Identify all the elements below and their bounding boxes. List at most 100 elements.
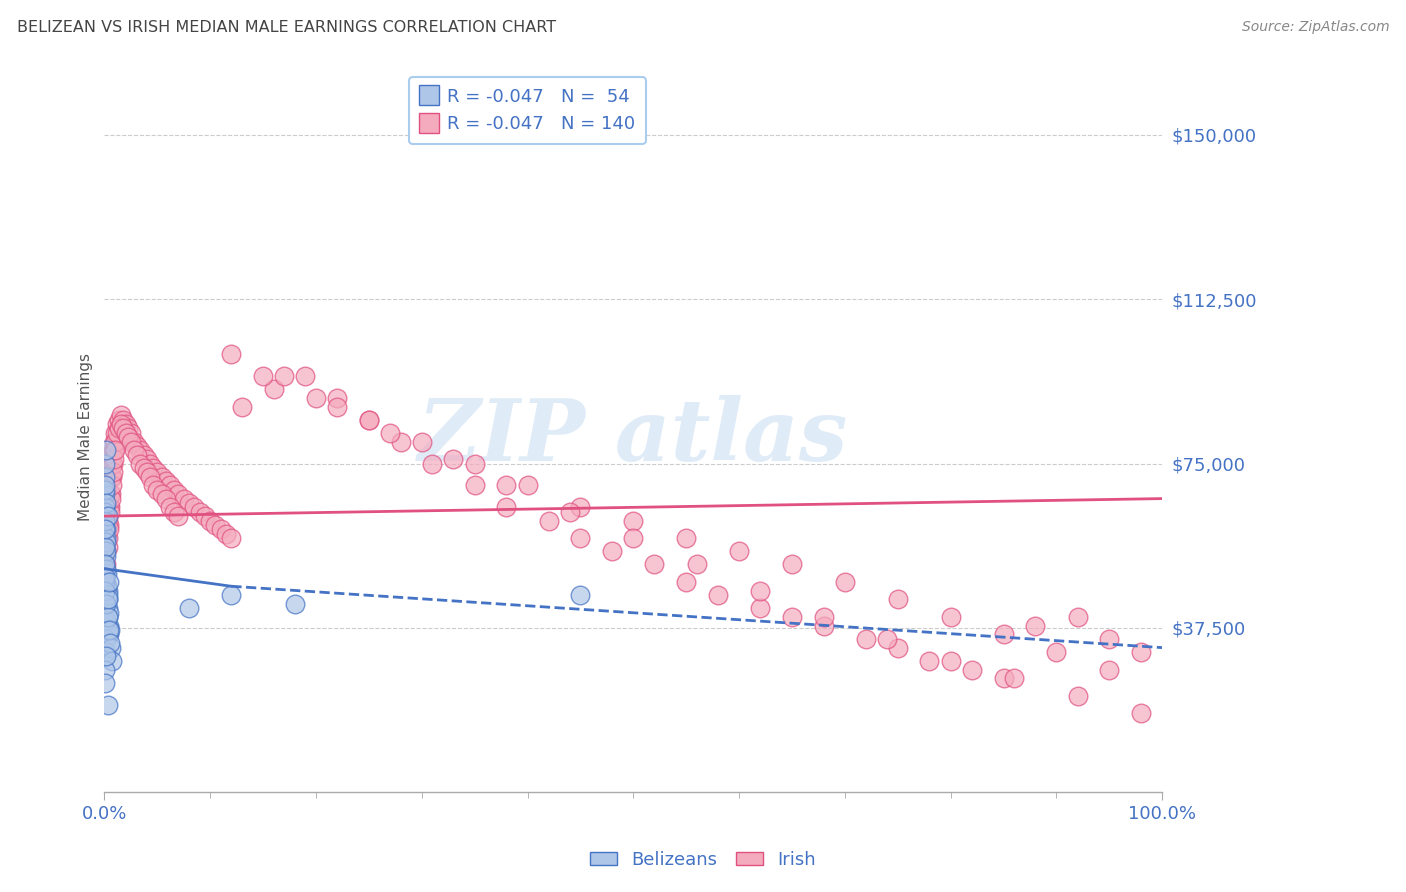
Point [146, 465, 169, 479]
Point [129, 457, 152, 471]
Point [294, 368, 316, 383]
Text: Source: ZipAtlas.com: Source: ZipAtlas.com [1241, 20, 1389, 34]
Point [600, 544, 623, 558]
Point [97, 618, 120, 632]
Point [1098, 663, 1121, 677]
Point [96, 583, 118, 598]
Point [103, 452, 125, 467]
Point [96, 579, 118, 593]
Point [127, 439, 149, 453]
Point [94, 544, 117, 558]
Point [357, 412, 380, 426]
Point [112, 421, 135, 435]
Point [98, 636, 121, 650]
Point [117, 430, 139, 444]
Point [96, 544, 118, 558]
Point [1130, 645, 1153, 659]
Point [643, 558, 665, 572]
Point [198, 514, 221, 528]
Point [110, 417, 132, 431]
Point [139, 469, 162, 483]
Point [887, 592, 910, 607]
Point [101, 457, 124, 471]
Point [108, 421, 131, 435]
Point [411, 434, 433, 449]
Point [1066, 689, 1088, 703]
Point [993, 627, 1015, 641]
Point [94, 544, 117, 558]
Point [96, 496, 118, 510]
Point [221, 347, 243, 361]
Point [188, 505, 211, 519]
Point [139, 457, 162, 471]
Point [1045, 645, 1067, 659]
Point [135, 452, 157, 467]
Point [104, 425, 127, 440]
Point [117, 421, 139, 435]
Point [129, 443, 152, 458]
Point [96, 443, 118, 458]
Point [96, 566, 118, 580]
Point [101, 469, 124, 483]
Point [834, 574, 856, 589]
Point [120, 425, 142, 440]
Point [94, 574, 117, 589]
Point [101, 654, 124, 668]
Point [122, 434, 145, 449]
Point [495, 500, 517, 515]
Legend: R = -0.047   N =  54, R = -0.047   N = 140: R = -0.047 N = 54, R = -0.047 N = 140 [409, 77, 645, 144]
Point [96, 588, 118, 602]
Legend: Belizeans, Irish: Belizeans, Irish [583, 844, 823, 876]
Point [150, 469, 173, 483]
Point [163, 505, 186, 519]
Point [537, 514, 560, 528]
Point [97, 610, 120, 624]
Point [96, 531, 118, 545]
Point [495, 478, 517, 492]
Point [918, 654, 941, 668]
Point [204, 517, 226, 532]
Point [94, 570, 117, 584]
Point [960, 663, 983, 677]
Point [94, 540, 117, 554]
Point [94, 531, 117, 545]
Point [749, 601, 772, 615]
Point [127, 448, 149, 462]
Point [621, 514, 644, 528]
Point [94, 558, 117, 572]
Point [94, 478, 117, 492]
Point [98, 623, 121, 637]
Point [1098, 632, 1121, 646]
Point [94, 505, 117, 519]
Point [97, 627, 120, 641]
Point [876, 632, 898, 646]
Point [94, 483, 117, 497]
Point [100, 491, 122, 506]
Point [887, 640, 910, 655]
Point [155, 491, 177, 506]
Point [132, 461, 155, 475]
Point [378, 425, 401, 440]
Point [993, 671, 1015, 685]
Point [94, 558, 117, 572]
Point [94, 514, 117, 528]
Point [96, 558, 118, 572]
Point [97, 500, 120, 515]
Point [707, 588, 730, 602]
Point [177, 601, 200, 615]
Text: BELIZEAN VS IRISH MEDIAN MALE EARNINGS CORRELATION CHART: BELIZEAN VS IRISH MEDIAN MALE EARNINGS C… [17, 20, 555, 35]
Point [96, 649, 118, 664]
Point [326, 391, 349, 405]
Point [101, 478, 124, 492]
Point [150, 487, 173, 501]
Point [122, 443, 145, 458]
Point [221, 531, 243, 545]
Point [177, 496, 200, 510]
Point [813, 610, 835, 624]
Point [146, 483, 169, 497]
Point [939, 610, 962, 624]
Point [120, 434, 142, 449]
Point [728, 544, 751, 558]
Point [108, 412, 131, 426]
Point [94, 469, 117, 483]
